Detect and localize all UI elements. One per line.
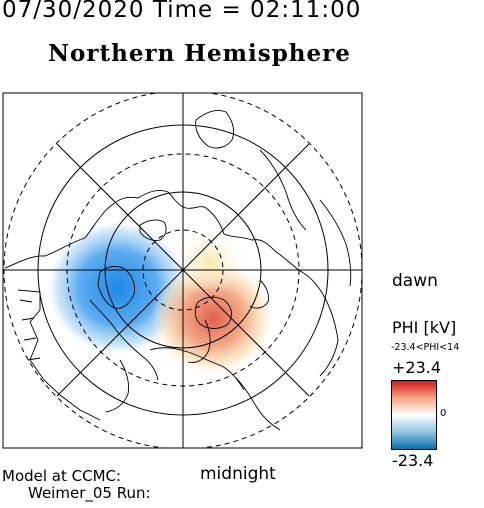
map-frame — [2, 92, 363, 449]
midnight-label: midnight — [200, 464, 276, 484]
date-time-title: 07/30/2020 Time = 02:11:00 — [2, 0, 362, 23]
colorbar-max-label: +23.4 — [392, 358, 442, 377]
run-label: Weimer_05 Run: — [28, 484, 151, 502]
colorbar-zero-label: 0 — [440, 408, 447, 419]
meridian-diagonal-b — [56, 143, 310, 397]
polar-potential-map — [0, 90, 386, 452]
colorbar — [391, 380, 437, 450]
colorbar-min-label: -23.4 — [392, 451, 434, 470]
colorbar-range-text: -23.4<PHI<14 — [391, 342, 460, 353]
hemisphere-title: Northern Hemisphere — [48, 40, 351, 67]
model-label: Model at CCMC: — [2, 467, 122, 485]
positive-potential-halo — [170, 228, 250, 296]
positive-potential-cell — [151, 260, 275, 376]
dawn-label: dawn — [392, 271, 438, 291]
colorbar-title: PHI [kV] — [392, 318, 457, 337]
coastlines — [4, 109, 352, 431]
